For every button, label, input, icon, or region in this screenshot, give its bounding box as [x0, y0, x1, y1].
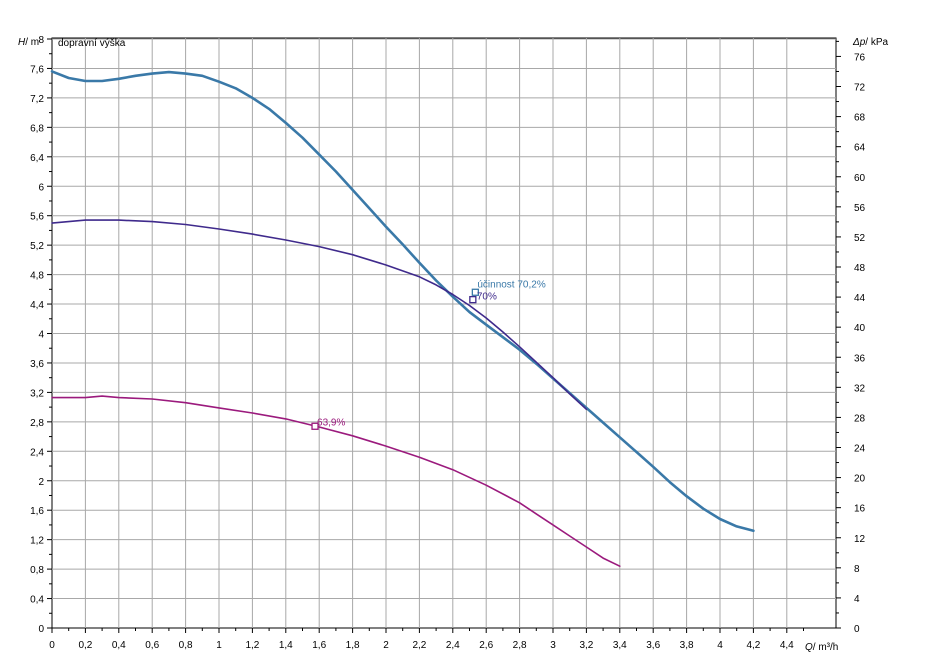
x-tick-label: 3,2: [579, 640, 593, 651]
x-axis-unit: m³/h: [818, 642, 838, 653]
y2-tick-label: 56: [854, 203, 866, 214]
x-tick-label: 4: [717, 640, 723, 651]
x-tick-label: 2,8: [513, 640, 527, 651]
x-tick-label: 4,4: [780, 640, 794, 651]
y2-tick-label: 40: [854, 323, 866, 334]
y-tick-label: 7,2: [30, 94, 44, 105]
y-tick-label: 5,6: [30, 212, 44, 223]
y2-tick-label: 12: [854, 534, 866, 545]
x-tick-label: 3,4: [613, 640, 627, 651]
x-tick-label: 0: [49, 640, 55, 651]
y-tick-label: 0,4: [30, 595, 44, 606]
x-tick-label: 1,8: [346, 640, 360, 651]
x-tick-label: 2: [383, 640, 389, 651]
x-axis-label: Q/ m³/h: [805, 642, 838, 653]
y2-tick-label: 32: [854, 383, 866, 394]
efficiency-label-1: účinnost 70,2%: [477, 279, 545, 290]
x-tick-label: 1,2: [245, 640, 259, 651]
y2-tick-label: 36: [854, 353, 866, 364]
y2-tick-label: 4: [854, 594, 860, 605]
efficiency-point-2: [469, 295, 477, 304]
y-axis-unit: m: [31, 37, 39, 48]
y2-tick-label: 20: [854, 474, 866, 485]
y2-tick-label: 52: [854, 233, 866, 244]
y2-tick-label: 16: [854, 504, 866, 515]
x-tick-label: 1,4: [279, 640, 293, 651]
y-tick-label: 2,8: [30, 418, 44, 429]
y-tick-label: 0: [38, 624, 44, 635]
y-tick-label: 3,6: [30, 359, 44, 370]
y-tick-label: 6: [38, 182, 44, 193]
series-lines: [50, 70, 755, 567]
x-tick-label: 3,8: [680, 640, 694, 651]
y2-tick-label: 68: [854, 113, 866, 124]
efficiency-markers: účinnost 70,2% 70% 63,9%: [311, 279, 546, 430]
y2-tick-label: 24: [854, 444, 866, 455]
series-line-1: [50, 70, 755, 533]
y2-tick-label: 0: [854, 624, 860, 635]
y-tick-label: 0,8: [30, 565, 44, 576]
efficiency-label-2: 70%: [477, 292, 497, 303]
x-tick-label: 4,2: [746, 640, 760, 651]
axis-ticks: 0 0,2 0,4 0,6 0,8 1 1,2 1,4 1,6 1,8 2 2,2 2,4 2,6 2,8 3…: [30, 35, 865, 651]
efficiency-label-3: 63,9%: [317, 417, 345, 428]
inner-title: dopravní výška: [58, 38, 126, 49]
y-tick-label: 3,2: [30, 388, 44, 399]
y-tick-label: 6,4: [30, 153, 44, 164]
y2-tick-label: 44: [854, 293, 866, 304]
x-tick-label: 1: [216, 640, 222, 651]
efficiency-point-3: [311, 422, 319, 430]
y2-tick-label: 48: [854, 263, 866, 274]
x-tick-label: 0,6: [145, 640, 159, 651]
y2-tick-label: 72: [854, 83, 866, 94]
y2-axis-unit: kPa: [871, 37, 889, 48]
x-tick-label: 0,8: [179, 640, 193, 651]
x-tick-label: 0,2: [78, 640, 92, 651]
series-line-2: [51, 219, 588, 411]
x-tick-label: 3: [550, 640, 556, 651]
y-tick-label: 4,4: [30, 300, 44, 311]
y-tick-label: 8: [38, 35, 44, 46]
y2-tick-label: 64: [854, 143, 866, 154]
y-tick-label: 4,8: [30, 271, 44, 282]
y-tick-label: 1,2: [30, 536, 44, 547]
y-tick-label: 2,4: [30, 447, 44, 458]
y-tick-label: 6,8: [30, 123, 44, 134]
y-tick-label: 7,6: [30, 64, 44, 75]
y-tick-label: 1,6: [30, 506, 44, 517]
x-axis-var: Q: [805, 642, 813, 653]
x-tick-label: 0,4: [112, 640, 126, 651]
y2-tick-label: 76: [854, 52, 866, 63]
x-tick-label: 1,6: [312, 640, 326, 651]
efficiency-point-1: [471, 288, 479, 296]
series-line-3: [51, 395, 621, 567]
y2-tick-label: 60: [854, 173, 866, 184]
y-tick-label: 4: [38, 330, 44, 341]
y2-axis-label: Δp/ kPa: [852, 37, 889, 48]
y-tick-label: 5,2: [30, 241, 44, 252]
y-tick-label: 2: [38, 477, 44, 488]
grid: [51, 37, 837, 629]
y2-tick-label: 8: [854, 564, 860, 575]
x-tick-label: 3,6: [646, 640, 660, 651]
y2-axis-var: Δp: [852, 37, 866, 48]
y2-tick-label: 28: [854, 413, 866, 424]
y-axis-label: H/ m: [18, 37, 39, 48]
x-tick-label: 2,2: [412, 640, 426, 651]
x-tick-label: 2,6: [479, 640, 493, 651]
y-axis-var: H: [18, 37, 26, 48]
x-tick-label: 2,4: [446, 640, 460, 651]
